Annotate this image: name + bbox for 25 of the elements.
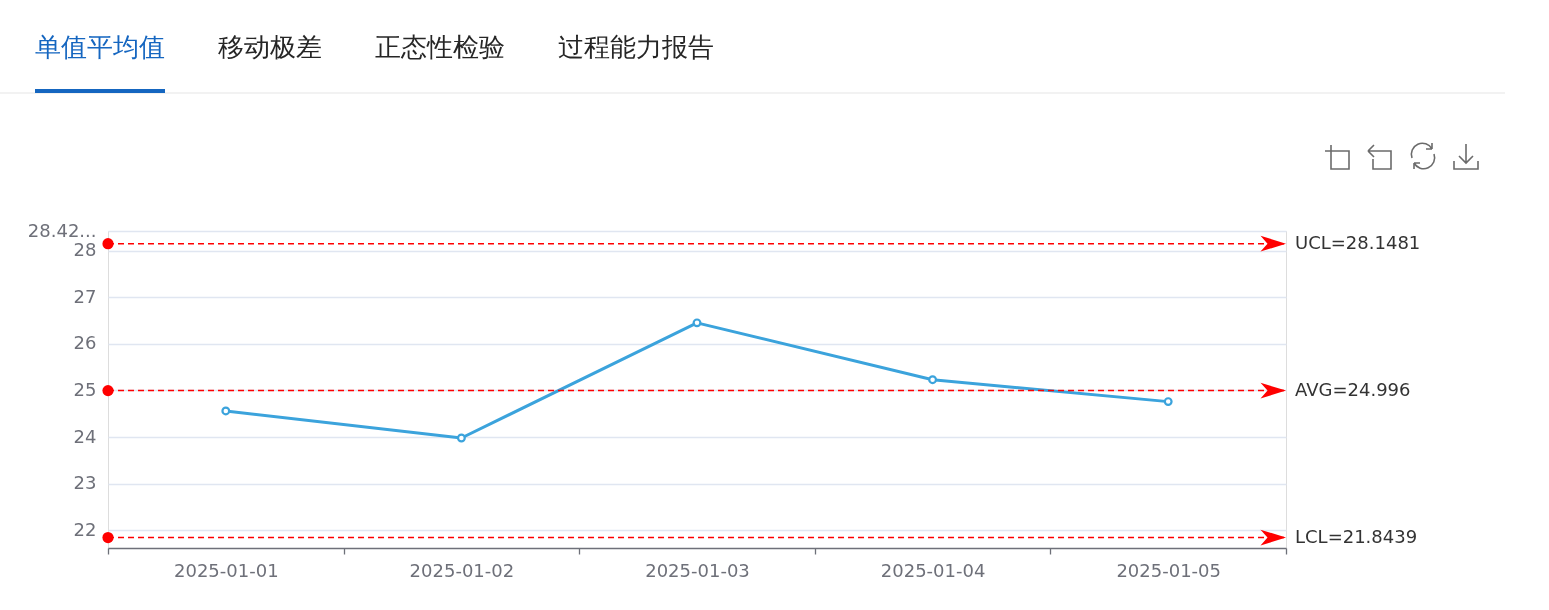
y-tick-label: 22 xyxy=(73,518,97,540)
x-tick-label: 2025-01-03 xyxy=(645,559,750,581)
point xyxy=(1163,397,1173,407)
x-tick-label: 2025-01-05 xyxy=(1116,559,1221,581)
y-tick-label: 26 xyxy=(73,332,97,354)
x-tick-label: 2025-01-04 xyxy=(880,559,986,581)
y-tick-label: 28 xyxy=(73,239,97,261)
x-tick-label: 2025-01-01 xyxy=(174,559,279,581)
y-tick-label: 25 xyxy=(73,378,97,400)
text: 移动极差 xyxy=(218,32,322,62)
y-tick-label: 24 xyxy=(73,425,97,447)
x-tick-label: 2025-01-02 xyxy=(409,559,515,581)
y-tick-label: 23 xyxy=(73,472,97,494)
ref-line-label: UCL=28.1481 xyxy=(1295,231,1421,253)
text: 过程能力报告 xyxy=(558,32,714,62)
point xyxy=(928,375,938,385)
y-tick-label: 27 xyxy=(73,285,97,307)
chart-title: 单值平均值 xyxy=(35,32,165,62)
point xyxy=(692,318,702,328)
ref-line-label: AVG=24.996 xyxy=(1295,378,1411,400)
point xyxy=(221,406,231,416)
text: 正态性检验 xyxy=(375,32,505,62)
ref-line-label: LCL=21.8439 xyxy=(1295,525,1418,547)
y-tick-label: 28.42... xyxy=(27,219,97,241)
point xyxy=(456,433,466,443)
